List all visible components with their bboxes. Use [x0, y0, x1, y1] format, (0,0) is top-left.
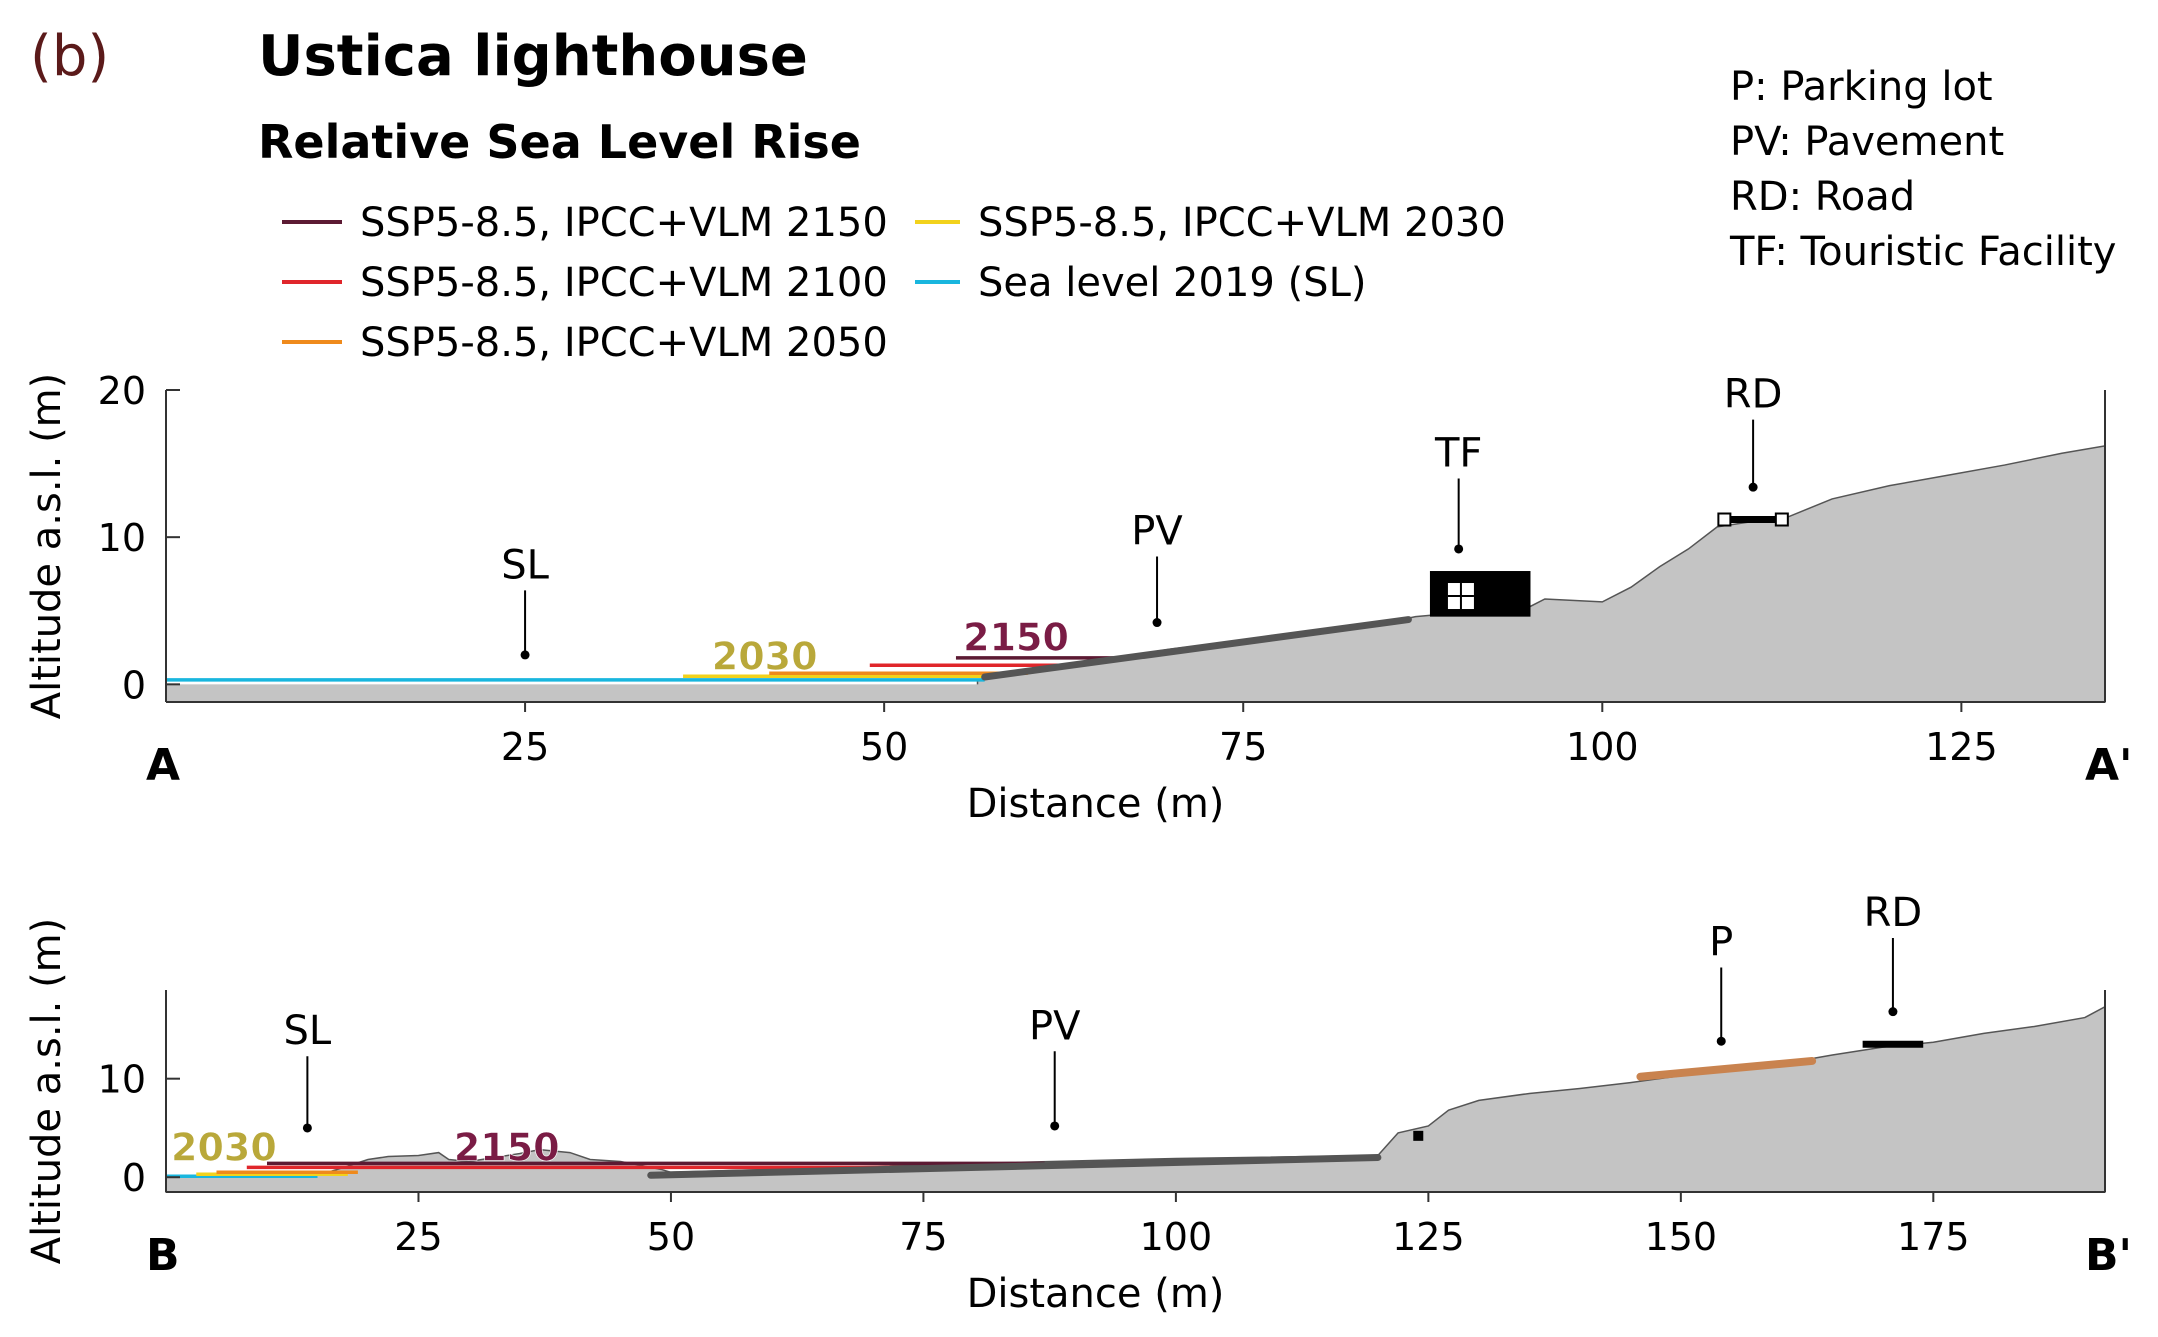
panela-x-tick-label-75: 75	[1219, 725, 1267, 769]
abbr-road: RD: Road	[1730, 174, 1915, 220]
panela-terrain-profile	[976, 445, 2106, 703]
panela-road-end-marker-1	[1774, 512, 1789, 527]
abbr-parking: P: Parking lot	[1730, 64, 1993, 110]
panelb-x-tick-label-100: 100	[1140, 1215, 1213, 1259]
figure-subtitle: Relative Sea Level Rise	[258, 115, 861, 169]
panelb-feature-label-p: P	[1709, 920, 1733, 966]
panelb-feature-label-sl: SL	[284, 1008, 332, 1054]
profile-b-end-label: B'	[2085, 1230, 2132, 1281]
panelb-x-tick-label-150: 150	[1645, 1215, 1718, 1259]
panela-feature-label-sl: SL	[501, 542, 549, 588]
panela-pavement	[981, 616, 1412, 681]
panela-feature-label-tf: TF	[1434, 431, 1482, 477]
panela-point-rd	[1748, 482, 1758, 492]
abbr-pavement: PV: Pavement	[1730, 119, 2004, 165]
panela-y-tick-label-10: 10	[98, 516, 146, 560]
panelb-y-tick-label-0: 0	[122, 1156, 146, 1200]
profile-a-plot: 2030 2150 SL PV TF RD 25 50 75 100 125 0 10 20 Alti…	[24, 369, 2133, 827]
legend-label-2100: SSP5-8.5, IPCC+VLM 2100	[360, 260, 888, 306]
abbreviation-list: P: Parking lot PV: Pavement RD: Road TF:…	[1729, 64, 2116, 275]
panel-label: (b)	[30, 24, 109, 89]
panela-feature-label-rd: RD	[1724, 372, 1783, 418]
panelb-x-tick-label-175: 175	[1897, 1215, 1970, 1259]
panelb-point-p	[1716, 1036, 1726, 1046]
panela-y-tick-label-0: 0	[122, 663, 146, 707]
panelb-y-tick-label-10: 10	[98, 1058, 146, 1102]
panela-y-tick-label-20: 20	[98, 369, 146, 413]
panela-year-label-2150: 2150	[963, 615, 1069, 659]
profile-b-plot: 2030 2150 SL PV P RD 25 50 75 100 125 150 175 0 10 A…	[24, 890, 2132, 1317]
panelb-parking-lot	[1636, 1056, 1817, 1081]
panelb-feature-label-rd: RD	[1864, 890, 1923, 936]
panela-x-tick-label-125: 125	[1925, 725, 1998, 769]
panela-seabed	[166, 684, 980, 702]
legend-label-2150: SSP5-8.5, IPCC+VLM 2150	[360, 200, 888, 246]
profile-a-end-label: A'	[2085, 740, 2133, 791]
panelb-x-tick-label-25: 25	[394, 1215, 442, 1259]
panela-point-sl	[520, 650, 530, 660]
panelb-x-tick-label-50: 50	[647, 1215, 695, 1259]
legend-label-2050: SSP5-8.5, IPCC+VLM 2050	[360, 320, 888, 366]
panelb-year-label-2030: 2030	[171, 1125, 277, 1169]
panela-feature-label-pv: PV	[1131, 509, 1183, 555]
profile-a-x-axis-label: Distance (m)	[967, 781, 1225, 827]
panela-x-tick-label-25: 25	[501, 725, 549, 769]
panelb-x-tick-label-125: 125	[1392, 1215, 1465, 1259]
panelb-structure-marker	[1413, 1130, 1424, 1141]
panela-x-tick-label-100: 100	[1566, 725, 1639, 769]
profile-b-start-label: B	[146, 1230, 180, 1281]
legend: SSP5-8.5, IPCC+VLM 2150 SSP5-8.5, IPCC+V…	[282, 200, 1506, 366]
figure-title: Ustica lighthouse	[258, 24, 808, 89]
panelb-year-label-2150: 2150	[454, 1125, 560, 1169]
panelb-point-rd	[1888, 1007, 1898, 1017]
panela-point-tf	[1454, 544, 1464, 554]
panela-touristic-facility	[1429, 571, 1531, 617]
panelb-feature-label-pv: PV	[1029, 1003, 1081, 1049]
abbr-touristic-facility: TF: Touristic Facility	[1729, 229, 2116, 275]
profile-b-x-axis-label: Distance (m)	[967, 1271, 1225, 1317]
profile-a-y-axis-label: Altitude a.s.l. (m)	[24, 373, 70, 720]
panela-x-tick-label-50: 50	[860, 725, 908, 769]
panela-year-label-2030: 2030	[712, 635, 818, 679]
panelb-point-pv	[1050, 1121, 1060, 1131]
panela-point-pv	[1152, 618, 1162, 628]
profile-a-start-label: A	[146, 740, 180, 791]
panelb-point-sl	[302, 1123, 312, 1133]
panela-road-end-marker-0	[1717, 512, 1732, 527]
profile-b-y-axis-label: Altitude a.s.l. (m)	[24, 918, 70, 1265]
panelb-pavement	[647, 1154, 1382, 1179]
legend-label-sl: Sea level 2019 (SL)	[978, 260, 1366, 306]
legend-label-2030: SSP5-8.5, IPCC+VLM 2030	[978, 200, 1506, 246]
panelb-x-tick-label-75: 75	[899, 1215, 947, 1259]
